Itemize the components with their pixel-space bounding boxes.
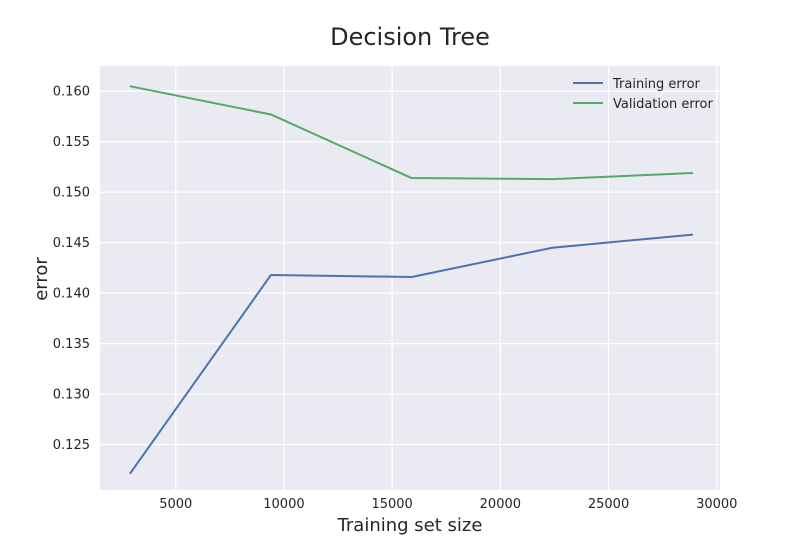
y-tick-label: 0.135	[53, 337, 90, 352]
legend-label-training-error: Training error	[612, 77, 701, 92]
x-tick-label: 20000	[480, 497, 521, 512]
y-tick-label: 0.140	[53, 287, 90, 302]
y-tick-label: 0.145	[53, 236, 90, 251]
series-line-validation-error	[129, 85, 693, 181]
x-axis-ticks: 5000 10000 15000 20000 25000 30000	[159, 497, 737, 512]
legend: Training error Validation error	[573, 77, 713, 112]
y-tick-label: 0.150	[53, 186, 90, 201]
y-axis-ticks: 0.125 0.130 0.135 0.140 0.145 0.150 0.155 0.160	[53, 85, 90, 453]
y-tick-label: 0.130	[53, 388, 90, 403]
x-tick-label: 5000	[159, 497, 192, 512]
x-tick-label: 15000	[371, 497, 412, 512]
x-tick-label: 25000	[588, 497, 629, 512]
y-tick-label: 0.155	[53, 135, 90, 150]
series-line-training-error	[129, 233, 694, 475]
grid-lines	[100, 66, 720, 490]
plot-area	[100, 66, 720, 490]
legend-label-validation-error: Validation error	[613, 97, 713, 112]
y-axis-label: error	[31, 257, 52, 301]
x-tick-label: 30000	[696, 497, 737, 512]
x-axis-label: Training set size	[337, 515, 483, 536]
x-tick-label: 10000	[263, 497, 304, 512]
y-tick-label: 0.160	[53, 85, 90, 100]
y-tick-label: 0.125	[53, 438, 90, 453]
chart-title: Decision Tree	[330, 23, 490, 51]
series-lines	[129, 85, 694, 475]
